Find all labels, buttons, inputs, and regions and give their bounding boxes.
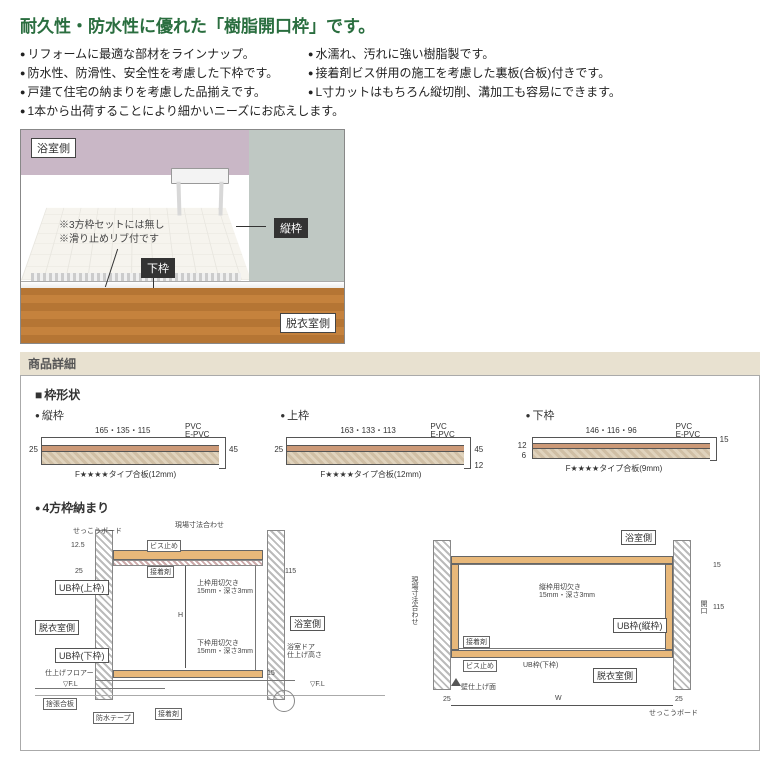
install-section-title: 4方枠納まり xyxy=(35,499,745,516)
dim: 45 xyxy=(474,445,483,454)
note-ub-lower: UB枠(下枠) xyxy=(523,660,558,670)
install-row: H 現場寸法合わせ せっこうボード ビス止め 接着剤 12.5 25 UB枠(上… xyxy=(35,520,745,725)
note-fl: ▽F.L xyxy=(63,680,78,688)
box-ub-lower: UB枠(下枠) xyxy=(55,648,109,663)
box-changing: 脱衣室側 xyxy=(35,620,79,635)
shape-vertical: 縦枠 165・135・115 25 45 PVC E-PVC F★★★★タイプ合… xyxy=(35,407,254,487)
note-notch-upper: 上枠用切欠き 15mm・深さ3mm xyxy=(197,580,253,595)
bullet: 1本から出荷することにより細かいニーズにお応えします。 xyxy=(20,102,760,119)
dim: 25 xyxy=(75,568,83,575)
dim-H: H xyxy=(178,612,183,619)
bullet: 防水性、防滑性、安全性を考慮した下枠です。 xyxy=(20,64,300,81)
bullet: リフォームに最適な部材をラインナップ。 xyxy=(20,45,300,62)
shape-label: 縦枠 xyxy=(35,407,254,423)
dim: 15 xyxy=(720,435,729,444)
note-top: 現場寸法合わせ xyxy=(175,520,224,530)
hero-note-1: ※3方枠セットには無し xyxy=(59,216,165,231)
feature-bullets: リフォームに最適な部材をラインナップ。 水濡れ、汚れに強い樹脂製です。 防水性、… xyxy=(20,45,760,119)
headline: 耐久性・防水性に優れた「樹脂開口枠」です。 xyxy=(20,12,760,37)
note-gypsum: せっこうボード xyxy=(649,708,698,718)
box-ub-upper: UB枠(上枠) xyxy=(55,580,109,595)
mat-epvc: E-PVC xyxy=(676,430,700,439)
dim: 115 xyxy=(713,604,724,611)
box-bath: 浴室側 xyxy=(621,530,656,545)
bullet: L寸カットはもちろん縦切削、溝加工も容易にできます。 xyxy=(308,83,760,100)
box-screw: ビス止め xyxy=(463,660,497,672)
dim: 115 xyxy=(285,568,296,575)
box-bath: 浴室側 xyxy=(290,616,325,631)
box-tape: 防水テープ xyxy=(93,712,134,724)
tag-changing-side: 脱衣室側 xyxy=(280,313,336,333)
dim: 12 xyxy=(518,441,527,450)
dim: 15 xyxy=(267,670,275,677)
dim-W: W xyxy=(555,695,562,702)
bullet: 戸建て住宅の納まりを考慮した品揃えです。 xyxy=(20,83,300,100)
box-ub-vertical: UB枠(縦枠) xyxy=(613,618,667,633)
shape-upper: 上枠 163・133・113 25 45 12 PVC E-PVC F★★★★タ… xyxy=(280,407,499,487)
note-notch-lower: 下枠用切欠き 15mm・深さ3mm xyxy=(197,640,253,655)
box-adhesive: 接着剤 xyxy=(463,636,490,648)
drawing-section: H 現場寸法合わせ せっこうボード ビス止め 接着剤 12.5 25 UB枠(上… xyxy=(35,520,385,725)
note-side: 現場寸法合わせ xyxy=(409,576,419,625)
note-floor: 仕上げフロアー xyxy=(45,668,94,678)
shapes-row: 縦枠 165・135・115 25 45 PVC E-PVC F★★★★タイプ合… xyxy=(35,407,745,487)
dim: 25 xyxy=(274,445,283,454)
note-notch-vertical: 縦枠用切欠き 15mm・深さ3mm xyxy=(539,584,595,599)
box-adhesive-2: 接着剤 xyxy=(155,708,182,720)
board-note: F★★★★タイプ合板(12mm) xyxy=(75,469,176,480)
board-note: F★★★★タイプ合板(12mm) xyxy=(320,469,421,480)
tag-lower-frame: 下枠 xyxy=(141,258,175,278)
note-fl2: ▽F.L xyxy=(310,680,325,688)
note-door: 浴室ドア 仕上げ高さ xyxy=(287,644,322,659)
hero-illustration: 浴室側 縦枠 下枠 脱衣室側 ※3方枠セットには無し ※滑り止めリブ付です xyxy=(20,129,345,344)
box-adhesive: 接着剤 xyxy=(147,566,174,578)
shape-section-title: 枠形状 xyxy=(35,386,745,403)
tag-vertical-frame: 縦枠 xyxy=(274,218,308,238)
mat-epvc: E-PVC xyxy=(430,430,454,439)
dim: 165・135・115 xyxy=(95,425,150,436)
box-screw: ビス止め xyxy=(147,540,181,552)
dim: 25 xyxy=(29,445,38,454)
bullet: 接着剤ビス併用の施工を考慮した裏板(合板)付きです。 xyxy=(308,64,760,81)
dim: 12 xyxy=(474,461,483,470)
dim: 25 xyxy=(675,696,683,703)
detail-box: 枠形状 縦枠 165・135・115 25 45 PVC E-PVC F★★★★… xyxy=(20,375,760,751)
shape-lower: 下枠 146・116・96 12 15 6 PVC E-PVC F★★★★タイプ… xyxy=(526,407,745,487)
mat-epvc: E-PVC xyxy=(185,430,209,439)
note-opening: 開口 xyxy=(698,600,708,614)
dim: 15 xyxy=(713,562,721,569)
board-note: F★★★★タイプ合板(9mm) xyxy=(566,463,663,474)
shape-label: 下枠 xyxy=(526,407,745,423)
shape-label: 上枠 xyxy=(280,407,499,423)
dim: 45 xyxy=(229,445,238,454)
note-wall-finish: 壁仕上げ面 xyxy=(461,682,496,692)
box-changing: 脱衣室側 xyxy=(593,668,637,683)
dim: 6 xyxy=(522,451,526,460)
drawing-plan: W 浴室側 縦枠用切欠き 15mm・深さ3mm UB枠(縦枠) 接着剤 ビス止め… xyxy=(403,520,733,725)
bullet: 水濡れ、汚れに強い樹脂製です。 xyxy=(308,45,760,62)
tag-bath-side: 浴室側 xyxy=(31,138,76,158)
detail-bar: 商品詳細 xyxy=(20,352,760,375)
hero-note-2: ※滑り止めリブ付です xyxy=(59,230,159,245)
dim: 146・116・96 xyxy=(586,425,637,436)
dim: 25 xyxy=(443,696,451,703)
dim: 163・133・113 xyxy=(340,425,395,436)
note-gypsum: せっこうボード xyxy=(73,526,122,536)
box-base: 捨張合板 xyxy=(43,698,77,710)
dim: 12.5 xyxy=(71,542,85,549)
